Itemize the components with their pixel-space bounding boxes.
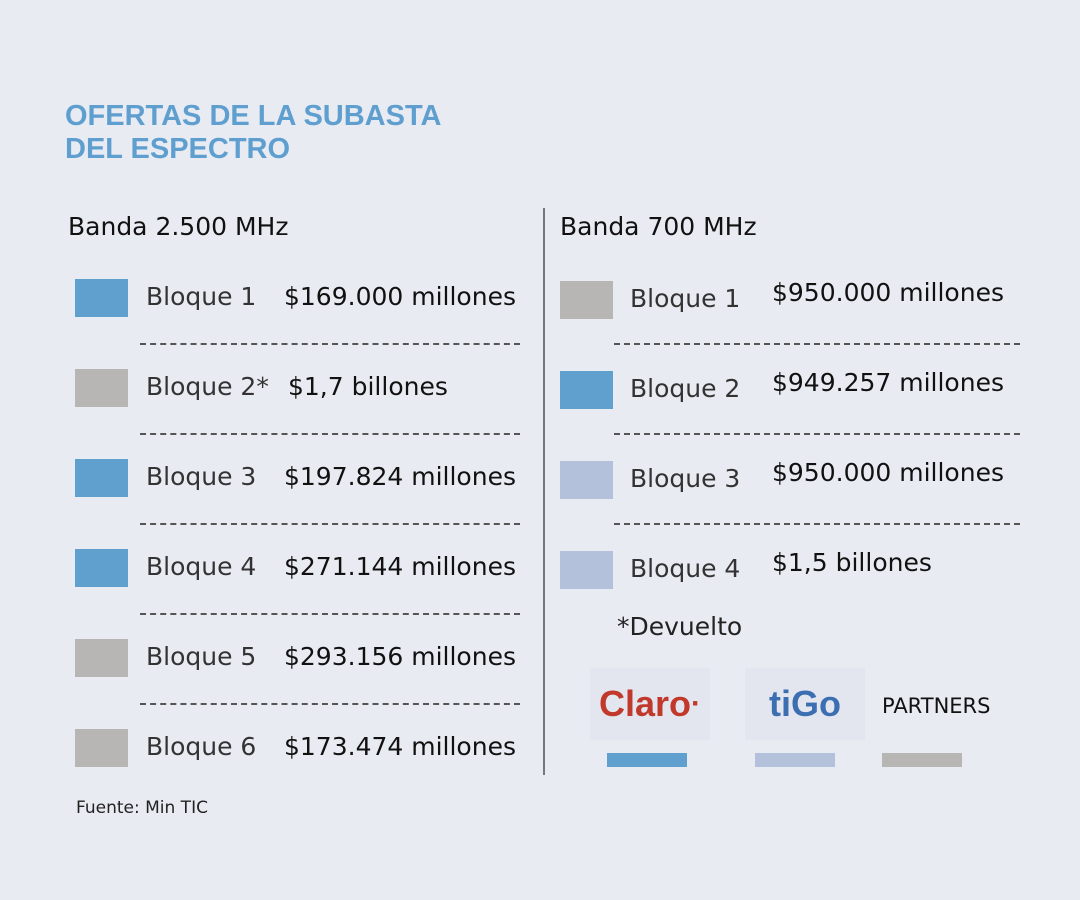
- row-separator: [140, 613, 520, 615]
- operator-swatch: [75, 369, 128, 407]
- operator-swatch: [75, 549, 128, 587]
- operator-swatch: [75, 729, 128, 767]
- operator-swatch: [560, 281, 613, 319]
- block-label: Bloque 6: [146, 732, 257, 761]
- row-separator: [140, 703, 520, 705]
- row-separator: [614, 433, 1020, 435]
- block-value: $949.257 millones: [772, 368, 1004, 397]
- claro-legend-swatch: [607, 753, 687, 767]
- operator-swatch: [560, 551, 613, 589]
- operator-swatch: [560, 371, 613, 409]
- block-label: Bloque 2: [630, 374, 741, 403]
- source: Fuente: Min TIC: [76, 798, 208, 818]
- title-line-2: DEL ESPECTRO: [65, 133, 291, 165]
- partners-legend-label: PARTNERS: [882, 694, 991, 718]
- block-label: Bloque 4: [146, 552, 257, 581]
- block-label: Bloque 3: [146, 462, 257, 491]
- block-label: Bloque 2*: [146, 372, 269, 401]
- title-line-1: OFERTAS DE LA SUBASTA: [65, 100, 442, 132]
- footnote: *Devuelto: [617, 612, 743, 641]
- block-label: Bloque 1: [146, 282, 257, 311]
- block-value: $197.824 millones: [284, 462, 516, 491]
- block-label: Bloque 1: [630, 284, 741, 313]
- page-title: OFERTAS DE LA SUBASTA DEL ESPECTRO: [65, 100, 441, 166]
- block-label: Bloque 3: [630, 464, 741, 493]
- block-value: $1,7 billones: [288, 372, 448, 401]
- column-divider: [543, 208, 545, 775]
- operator-swatch: [560, 461, 613, 499]
- block-value: $271.144 millones: [284, 552, 516, 581]
- claro-logo: Claro ·: [590, 668, 710, 740]
- operator-swatch: [75, 459, 128, 497]
- block-value: $169.000 millones: [284, 282, 516, 311]
- block-value: $293.156 millones: [284, 642, 516, 671]
- block-label: Bloque 5: [146, 642, 257, 671]
- right-band-header: Banda 700 MHz: [560, 212, 757, 241]
- operator-swatch: [75, 639, 128, 677]
- block-value: $1,5 billones: [772, 548, 932, 577]
- block-label: Bloque 4: [630, 554, 741, 583]
- block-value: $950.000 millones: [772, 458, 1004, 487]
- block-value: $950.000 millones: [772, 278, 1004, 307]
- tigo-logo: tiGo: [745, 668, 865, 740]
- partners-legend-swatch: [882, 753, 962, 767]
- row-separator: [140, 343, 520, 345]
- row-separator: [614, 523, 1020, 525]
- row-separator: [140, 433, 520, 435]
- row-separator: [140, 523, 520, 525]
- tigo-legend-swatch: [755, 753, 835, 767]
- row-separator: [614, 343, 1020, 345]
- operator-swatch: [75, 279, 128, 317]
- block-value: $173.474 millones: [284, 732, 516, 761]
- left-band-header: Banda 2.500 MHz: [68, 212, 289, 241]
